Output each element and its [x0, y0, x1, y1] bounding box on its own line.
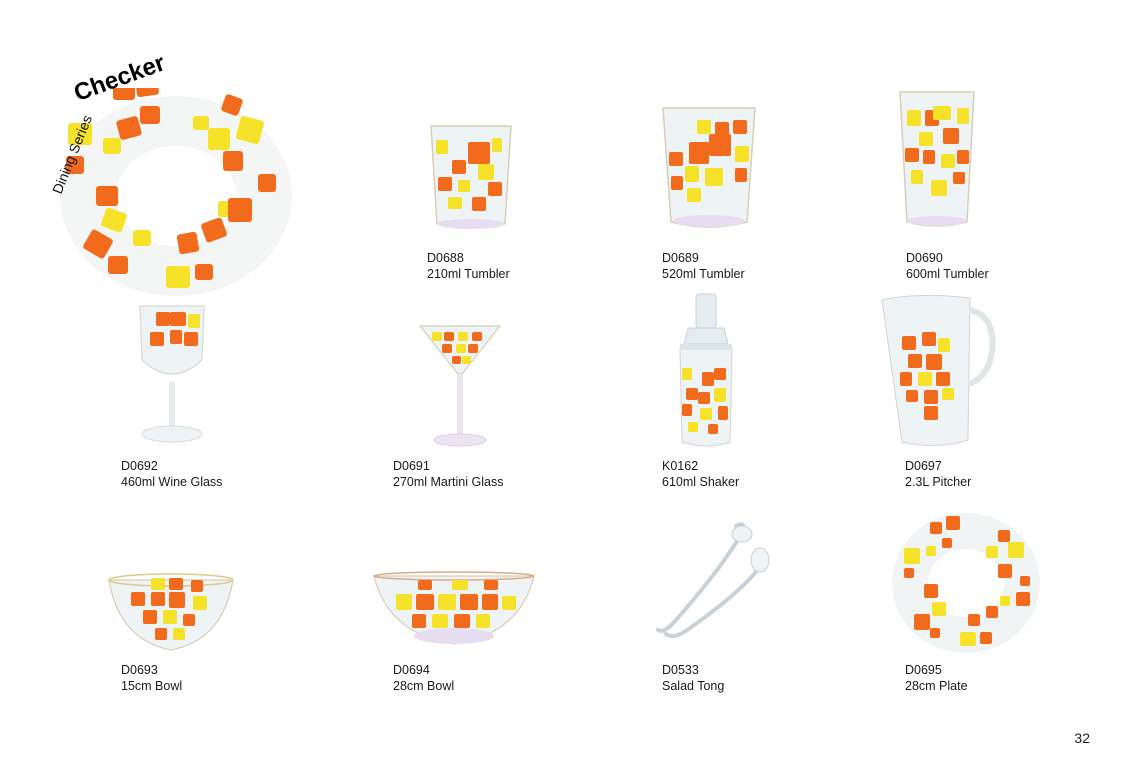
product-caption-d0688: D0688 210ml Tumbler [427, 250, 510, 282]
product-image-d0689 [662, 107, 756, 228]
product-image-d0533 [656, 522, 770, 638]
product-name: Salad Tong [662, 679, 725, 693]
product-caption-d0693: D0693 15cm Bowl [121, 662, 182, 694]
product-caption-d0695: D0695 28cm Plate [905, 662, 968, 694]
product-code: D0533 [662, 663, 699, 677]
product-name: 600ml Tumbler [906, 267, 989, 281]
product-image-k0162 [679, 293, 733, 447]
product-name: 210ml Tumbler [427, 267, 510, 281]
product-name: 28cm Bowl [393, 679, 455, 693]
product-image-d0688 [430, 125, 512, 229]
product-code: D0688 [427, 251, 464, 265]
product-code: D0694 [393, 663, 430, 677]
product-caption-d0697: D0697 2.3L Pitcher [905, 458, 971, 490]
product-code: D0690 [906, 251, 943, 265]
product-image-d0697 [881, 294, 996, 447]
product-image-d0691 [418, 325, 502, 447]
product-image-d0695 [892, 513, 1040, 653]
product-code: D0692 [121, 459, 158, 473]
product-code: D0689 [662, 251, 699, 265]
product-code: D0691 [393, 459, 430, 473]
product-caption-d0694: D0694 28cm Bowl [393, 662, 454, 694]
product-caption-d0689: D0689 520ml Tumbler [662, 250, 745, 282]
product-caption-d0533: D0533 Salad Tong [662, 662, 724, 694]
hero-plate-image [60, 88, 292, 296]
product-caption-k0162: K0162 610ml Shaker [662, 458, 739, 490]
product-code: K0162 [662, 459, 699, 473]
product-code: D0695 [905, 663, 942, 677]
product-code: D0693 [121, 663, 158, 677]
product-caption-d0692: D0692 460ml Wine Glass [121, 458, 222, 490]
product-name: 460ml Wine Glass [121, 475, 223, 489]
product-image-d0690 [899, 91, 975, 227]
product-name: 15cm Bowl [121, 679, 183, 693]
product-image-d0694 [373, 571, 535, 645]
product-code: D0697 [905, 459, 942, 473]
product-image-d0693 [108, 573, 234, 651]
page-number: 32 [1074, 730, 1090, 746]
product-name: 2.3L Pitcher [905, 475, 972, 489]
product-name: 270ml Martini Glass [393, 475, 504, 489]
product-caption-d0690: D0690 600ml Tumbler [906, 250, 989, 282]
product-image-d0692 [139, 305, 205, 443]
product-name: 520ml Tumbler [662, 267, 745, 281]
product-name: 610ml Shaker [662, 475, 740, 489]
product-caption-d0691: D0691 270ml Martini Glass [393, 458, 503, 490]
product-name: 28cm Plate [905, 679, 968, 693]
